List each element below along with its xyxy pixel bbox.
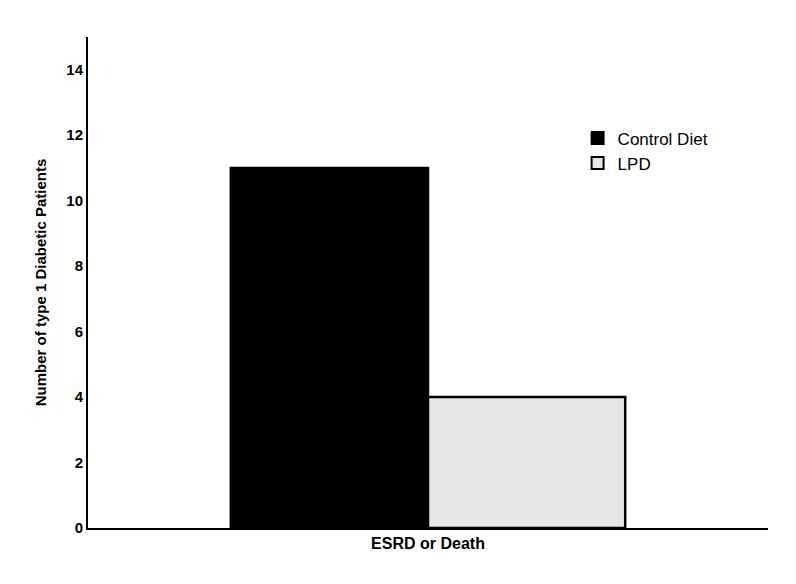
svg-text:4: 4 bbox=[75, 388, 84, 405]
svg-text:6: 6 bbox=[75, 323, 83, 340]
svg-text:ESRD or Death: ESRD or Death bbox=[371, 535, 485, 552]
svg-text:LPD: LPD bbox=[618, 155, 651, 174]
svg-text:2: 2 bbox=[75, 454, 83, 471]
svg-text:0: 0 bbox=[75, 519, 83, 536]
svg-text:8: 8 bbox=[75, 257, 83, 274]
svg-text:Number of type 1 Diabetic Pati: Number of type 1 Diabetic Patients bbox=[32, 159, 49, 407]
svg-text:14: 14 bbox=[66, 61, 83, 78]
svg-text:Control Diet: Control Diet bbox=[618, 130, 708, 149]
svg-text:10: 10 bbox=[66, 192, 83, 209]
svg-text:12: 12 bbox=[66, 126, 83, 143]
